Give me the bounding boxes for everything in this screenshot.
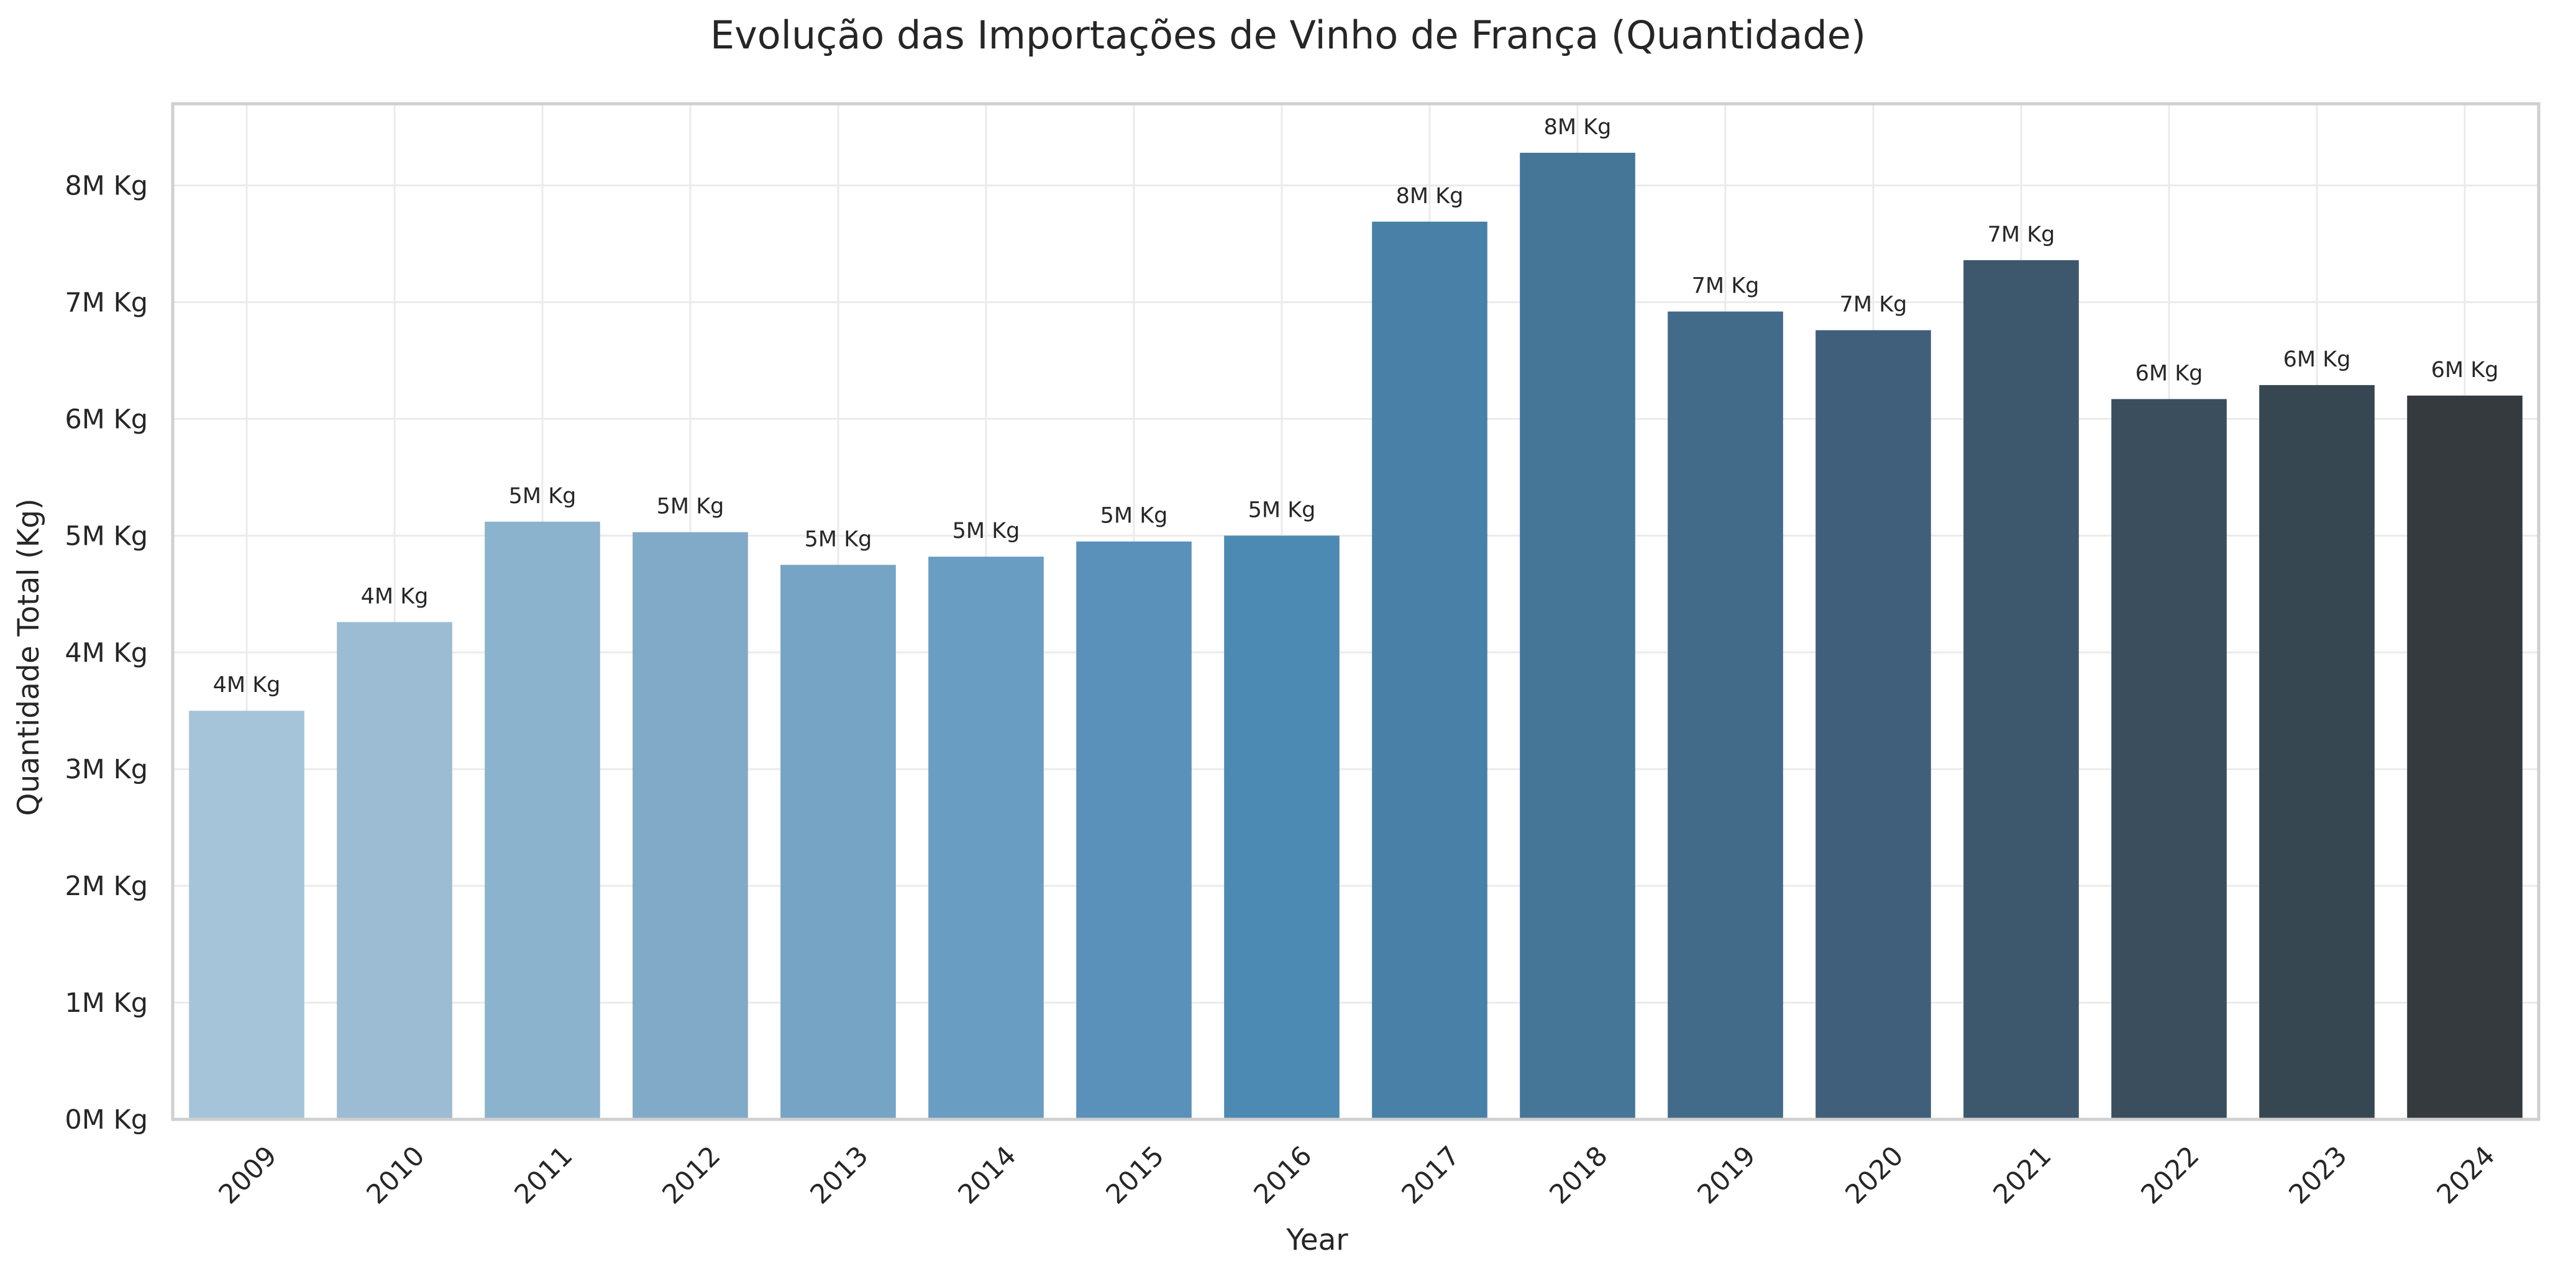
x-axis-ticks: 2009 2010 2011 2012 2013 2014 2015 2016 2017 2018… — [213, 1140, 2501, 1211]
bar-2018 — [1520, 152, 1635, 1119]
y-tick-label: 8M Kg — [65, 171, 148, 202]
bar-2019 — [1668, 311, 1783, 1120]
data-label-2013: 5M Kg — [805, 527, 872, 552]
data-label-2011: 5M Kg — [509, 484, 577, 509]
x-tick-label-2020: 2020 — [1840, 1140, 1910, 1211]
bar-2010 — [337, 622, 452, 1119]
data-label-2019: 7M Kg — [1692, 274, 1760, 299]
x-tick-label-2021: 2021 — [1988, 1140, 2058, 1211]
bar-2014 — [928, 557, 1044, 1119]
data-label-2017: 8M Kg — [1396, 184, 1464, 209]
x-tick-label-2022: 2022 — [2135, 1140, 2206, 1211]
bars — [189, 152, 2523, 1120]
data-label-2012: 5M Kg — [657, 494, 724, 519]
x-tick-label-2012: 2012 — [657, 1140, 727, 1211]
y-axis-ticks: 0M Kg 1M Kg 2M Kg 3M Kg 4M Kg 5M Kg 6M Kg 7M Kg… — [65, 171, 148, 1135]
x-tick-label-2014: 2014 — [952, 1140, 1023, 1211]
y-tick-label: 6M Kg — [65, 404, 148, 435]
bar-2021 — [1963, 260, 2079, 1119]
bar-2023 — [2259, 384, 2375, 1119]
x-tick-label-2010: 2010 — [361, 1140, 431, 1211]
y-tick-label: 1M Kg — [65, 988, 148, 1019]
data-label-2023: 6M Kg — [2283, 347, 2351, 372]
y-tick-label: 3M Kg — [65, 754, 148, 785]
data-label-2024: 6M Kg — [2431, 358, 2499, 383]
data-label-2014: 5M Kg — [952, 519, 1020, 544]
y-tick-label: 4M Kg — [65, 637, 148, 668]
x-tick-label-2011: 2011 — [509, 1140, 579, 1211]
data-label-2016: 5M Kg — [1248, 498, 1316, 522]
data-label-2015: 5M Kg — [1100, 504, 1168, 529]
x-tick-label-2024: 2024 — [2431, 1140, 2501, 1211]
bar-2020 — [1816, 330, 1931, 1119]
data-label-2009: 4M Kg — [213, 673, 281, 698]
data-label-2010: 4M Kg — [361, 584, 429, 609]
bar-2017 — [1372, 221, 1487, 1120]
x-tick-label-2016: 2016 — [1248, 1140, 1318, 1211]
x-tick-label-2009: 2009 — [213, 1140, 283, 1211]
bar-2009 — [189, 711, 304, 1119]
y-tick-label: 5M Kg — [65, 521, 148, 552]
x-axis-label: Year — [1286, 1223, 1348, 1257]
bar-2016 — [1224, 535, 1340, 1119]
bar-2013 — [780, 565, 896, 1119]
bar-2022 — [2111, 399, 2227, 1119]
data-label-2022: 6M Kg — [2135, 361, 2203, 386]
x-tick-label-2013: 2013 — [805, 1140, 875, 1211]
data-label-2018: 8M Kg — [1544, 115, 1612, 140]
bar-2012 — [633, 532, 748, 1119]
chart-title: Evolução das Importações de Vinho de Fra… — [710, 12, 1866, 58]
data-labels: 4M Kg 4M Kg 5M Kg 5M Kg 5M Kg 5M Kg 5M Kg 5M Kg… — [213, 115, 2499, 698]
y-tick-label: 2M Kg — [65, 871, 148, 902]
data-label-2021: 7M Kg — [1988, 222, 2055, 247]
bar-2011 — [485, 521, 600, 1119]
y-tick-label: 0M Kg — [65, 1104, 148, 1135]
x-tick-label-2015: 2015 — [1100, 1140, 1171, 1211]
y-tick-label: 7M Kg — [65, 287, 148, 318]
plot-frame — [171, 102, 2541, 1121]
y-axis-label: Quantidade Total (Kg) — [12, 498, 46, 816]
bar-2015 — [1076, 541, 1192, 1119]
x-tick-label-2017: 2017 — [1396, 1140, 1466, 1211]
data-label-2020: 7M Kg — [1840, 293, 1907, 317]
x-tick-label-2023: 2023 — [2283, 1140, 2354, 1211]
bar-2024 — [2407, 395, 2523, 1119]
x-tick-label-2019: 2019 — [1692, 1140, 1762, 1211]
x-tick-label-2018: 2018 — [1544, 1140, 1614, 1211]
